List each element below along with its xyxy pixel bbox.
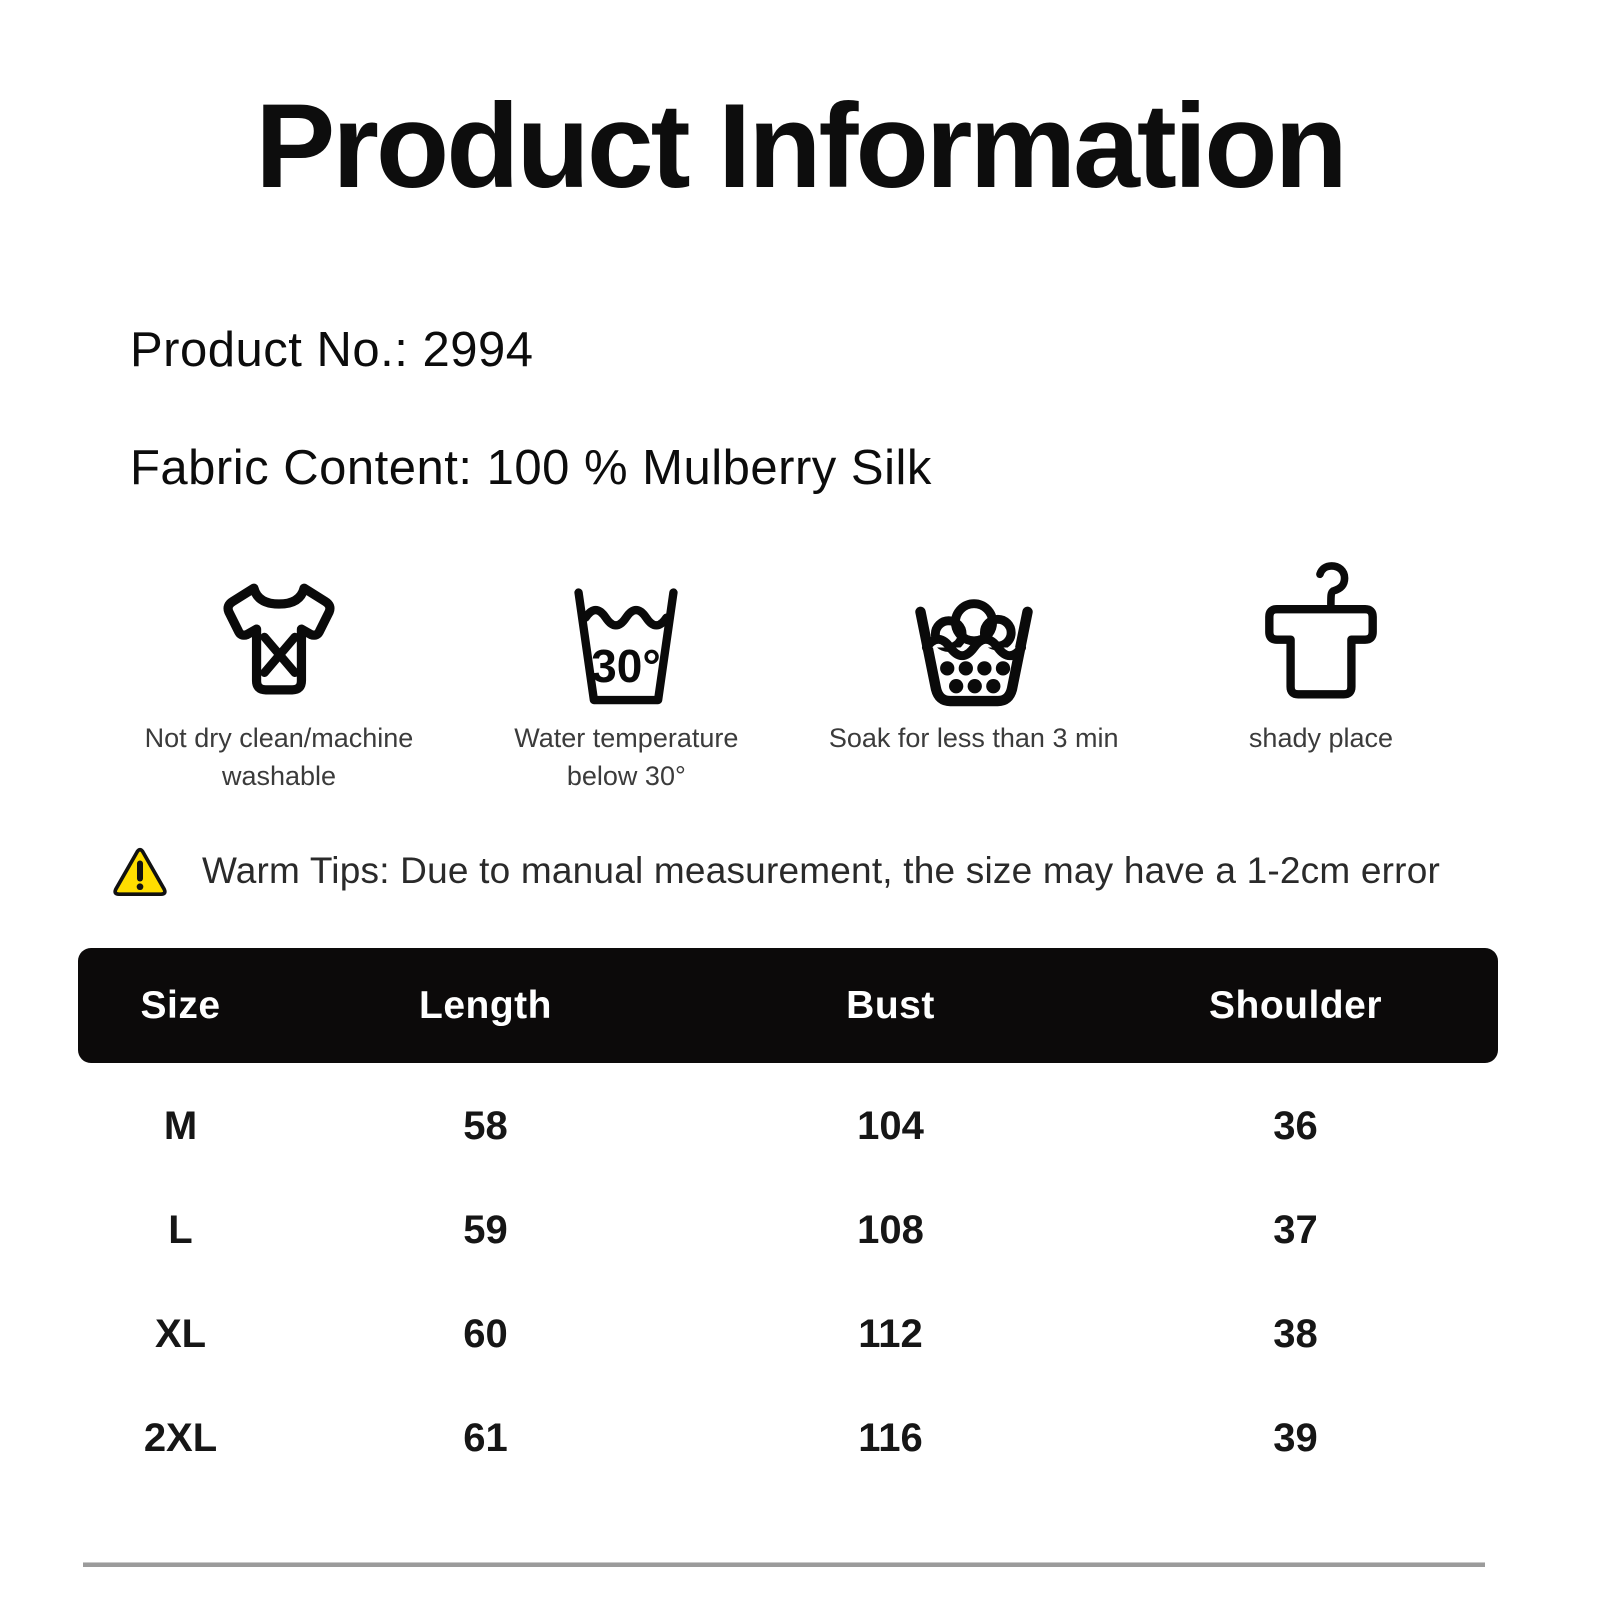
care-label: Water temperature below 30° [514,723,739,792]
shoulder-value: 38 [1273,1311,1318,1356]
length-value: 58 [463,1103,508,1148]
size-table-body: M 58 104 36 L 59 108 37 XL 60 112 38 2XL… [78,1066,1498,1490]
care-label: Soak for less than 3 min [828,723,1119,753]
size-value: 2XL [143,1415,218,1460]
shoulder-column-header: Shoulder [1208,983,1382,1027]
size-value: L [168,1207,193,1252]
care-label: Not dry clean/machine washable [144,723,414,792]
length-value: 59 [463,1207,508,1252]
page-title: Product Information [255,79,1348,213]
care-instructions-row: Not dry clean/machine washable 30° Water… [118,555,1482,796]
bust-value: 116 [858,1415,923,1460]
shoulder-value: 39 [1273,1415,1318,1460]
product-no-line: Product No.: 2994 [130,322,932,378]
care-label: shady place [1248,723,1394,753]
fabric-content-label: Fabric Content: [130,441,473,495]
care-item-water-temperature: 30° Water temperature below 30° [465,555,787,796]
table-row: XL 60 112 38 [78,1282,1498,1386]
care-item-soak: Soak for less than 3 min [813,555,1135,796]
length-column-header: Length [419,983,552,1027]
table-row: L 59 108 37 [78,1178,1498,1282]
length-value: 61 [463,1415,508,1460]
table-row: 2XL 61 116 39 [78,1386,1498,1490]
length-value: 60 [463,1311,508,1356]
product-no-label: Product No.: [130,323,409,377]
fabric-content-line: Fabric Content: 100 % Mulberry Silk [130,440,932,496]
fabric-content-value: 100 % Mulberry Silk [486,441,932,495]
section-divider [83,1562,1485,1567]
bust-value: 104 [857,1103,924,1148]
product-no-value: 2994 [422,323,534,377]
size-column-header: Size [140,983,221,1027]
warning-row: Warm Tips: Due to manual measurement, th… [112,845,1440,897]
shoulder-value: 37 [1273,1207,1318,1252]
size-value: M [163,1103,198,1148]
bust-column-header: Bust [846,983,935,1027]
care-item-hang-dry: shady place [1160,555,1482,796]
no-machine-wash-icon [211,555,347,707]
water-temperature-value: 30° [592,640,662,692]
bust-value: 108 [857,1207,924,1252]
product-details: Product No.: 2994 Fabric Content: 100 % … [130,322,932,558]
size-value: XL [154,1311,207,1356]
water-temperature-icon: 30° [556,555,696,707]
warning-text: Warm Tips: Due to manual measurement, th… [202,850,1440,891]
care-item-no-machine-wash: Not dry clean/machine washable [118,555,440,796]
soak-icon [899,555,1049,707]
bust-value: 112 [858,1311,923,1356]
shoulder-value: 36 [1273,1103,1318,1148]
warning-triangle-icon [112,845,168,897]
table-row: M 58 104 36 [78,1074,1498,1178]
hang-dry-icon [1245,555,1397,707]
size-table-header: Size Length Bust Shoulder [78,948,1498,1063]
